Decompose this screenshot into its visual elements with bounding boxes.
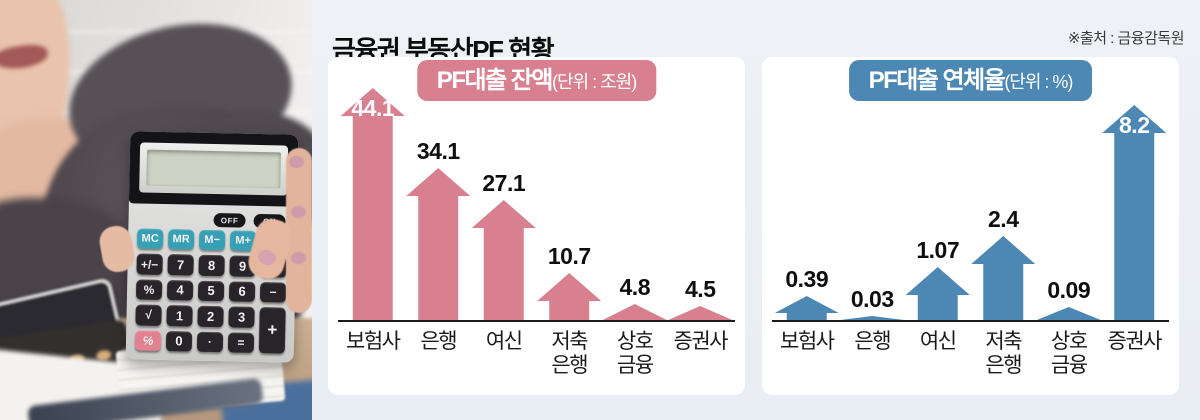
bar-증권사: 8.2 [1102, 105, 1167, 320]
category-label: 상호 금융 [616, 330, 654, 377]
x-axis-baseline [772, 320, 1169, 322]
chart-unit-balance: (단위 : 조원) [551, 72, 637, 92]
bar-value-label: 27.1 [482, 170, 526, 196]
calculator-off-button: OFF [213, 213, 246, 228]
arrow-bar-shape [471, 200, 536, 320]
bar-chart-pf-delinquency-rate: 0.39 0.03 1.07 2.4 0.09 8.2 [772, 85, 1169, 322]
calc-key-2: 2 [197, 305, 224, 327]
bar-value-label: 4.8 [619, 274, 651, 300]
bar-value-label: 4.5 [685, 276, 716, 302]
bar-저축은행: 2.4 [971, 206, 1036, 320]
category-label: 은행 [854, 330, 891, 353]
category-label: 보험사 [780, 330, 835, 353]
category-label: 보험사 [346, 330, 401, 353]
arrow-bar-shape [537, 273, 602, 320]
category-label: 상호 금융 [1050, 330, 1088, 377]
category-label: 은행 [420, 330, 457, 353]
source-note: ※출처 : 금융감독원 [1067, 30, 1185, 47]
chart-panel-pf-loan-balance: PF대출 잔액 (단위 : 조원) 44.1 34.1 27.1 10.7 4.8 4.5 … [328, 57, 745, 395]
arrow-bar-shape [774, 296, 839, 320]
chart-title-delinquency: PF대출 연체율 [868, 67, 1006, 94]
calc-key-5: 5 [197, 280, 225, 302]
calc-key-%: % [135, 279, 163, 301]
category-axis-balance: 보험사 은행 여신 저축 은행 상호 금융 증권사 [340, 330, 733, 377]
chart-title-badge-balance: PF대출 잔액 (단위 : 조원) [416, 60, 657, 101]
calc-key-MC: MC [136, 228, 164, 250]
calc-key-√: √ [135, 304, 162, 326]
bar-value-label: 8.2 [1119, 112, 1150, 138]
calc-key-7: 7 [167, 254, 194, 276]
category-label: 여신 [919, 330, 957, 353]
bar-은행: 0.03 [840, 286, 905, 320]
category-label: 저축 은행 [551, 330, 588, 377]
chart-title-balance: PF대출 잔액 [436, 67, 554, 94]
bar-value-label: 34.1 [416, 138, 460, 164]
photo-fingernail [289, 156, 304, 168]
arrow-bar-shape [602, 304, 667, 320]
calculator-top-bezel [128, 131, 299, 207]
category-axis-delinquency: 보험사 은행 여신 저축 은행 상호 금융 증권사 [774, 330, 1167, 377]
calc-key-6: 6 [228, 281, 256, 303]
bar-value-label: 2.4 [988, 206, 1019, 232]
arrow-bar-shape [340, 88, 405, 320]
calc-key-8: 8 [198, 255, 225, 277]
calc-key-·: · [196, 331, 224, 353]
calc-key-4: 4 [166, 279, 194, 301]
arrow-bar-shape [840, 316, 905, 320]
arrow-bar-shape [406, 168, 471, 320]
arrow-bar-shape [971, 236, 1036, 320]
bar-저축은행: 10.7 [537, 243, 602, 320]
bar-value-label: 0.09 [1047, 277, 1091, 303]
chart-panel-pf-delinquency-rate: PF대출 연체율 (단위 : %) 0.39 0.03 1.07 2.4 0.09 8.2 … [762, 57, 1179, 395]
photo-fingernail [291, 252, 306, 264]
chart-title-badge-delinquency: PF대출 연체율 (단위 : %) [848, 60, 1093, 101]
bar-value-label: 1.07 [916, 237, 960, 263]
bar-chart-pf-loan-balance: 44.1 34.1 27.1 10.7 4.8 4.5 [338, 85, 735, 322]
calc-key-1: 1 [166, 305, 193, 327]
bar-보험사: 0.39 [774, 266, 839, 320]
category-label: 증권사 [673, 330, 729, 353]
category-label: 여신 [485, 330, 523, 353]
bar-value-label: 10.7 [547, 243, 591, 269]
calc-key-=: = [227, 331, 255, 353]
bar-상호금융: 0.09 [1036, 277, 1101, 320]
bar-보험사: 44.1 [340, 88, 405, 320]
calc-key-℅: ℅ [134, 330, 162, 351]
category-label: 저축 은행 [985, 330, 1022, 377]
calc-key-MR: MR [167, 229, 195, 251]
bar-여신: 27.1 [471, 170, 536, 320]
calculator-lcd-frame [139, 142, 289, 196]
bar-여신: 1.07 [905, 237, 970, 320]
photo-fingernail [291, 206, 306, 218]
chart-unit-delinquency: (단위 : %) [1004, 72, 1073, 92]
bar-상호금융: 4.8 [602, 274, 667, 320]
calc-key-−: − [259, 281, 287, 303]
calc-key-+: + [258, 307, 286, 354]
calc-key-M−: M− [198, 229, 226, 251]
bar-value-label: 0.39 [785, 266, 829, 292]
arrow-bar-shape [1036, 307, 1101, 320]
bar-value-label: 0.03 [850, 286, 894, 312]
bar-은행: 34.1 [406, 138, 471, 320]
bar-증권사: 4.5 [668, 276, 733, 320]
calculator-lcd-screen [146, 149, 281, 189]
arrow-bar-shape [668, 306, 733, 320]
arrow-bar-shape [905, 267, 970, 320]
bar-value-label: 44.1 [351, 95, 395, 121]
calc-key-0: 0 [165, 330, 193, 352]
x-axis-baseline [338, 320, 735, 322]
calc-key-3: 3 [228, 306, 255, 328]
category-label: 증권사 [1107, 330, 1163, 353]
calc-key-+/−: +/− [136, 253, 163, 275]
